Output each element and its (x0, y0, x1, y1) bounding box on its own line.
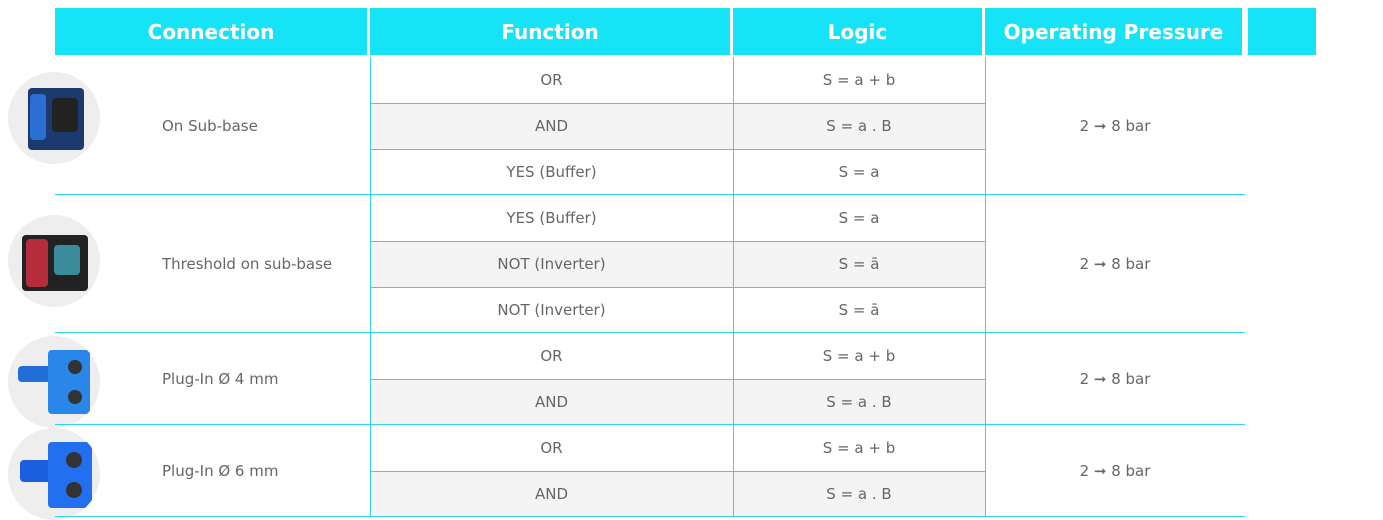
logic-cell: S = ā (733, 287, 985, 333)
function-cell: NOT (Inverter) (370, 241, 733, 287)
header-cell: Connection (55, 8, 367, 55)
column-divider (370, 57, 371, 195)
group-divider (55, 332, 1245, 333)
column-divider (370, 425, 371, 517)
header-cell: Logic (733, 8, 982, 55)
column-divider (370, 333, 371, 425)
logic-cell: S = a . B (733, 103, 985, 149)
row-divider (370, 241, 985, 242)
column-divider (370, 195, 371, 333)
product-icon (8, 215, 100, 307)
function-cell: YES (Buffer) (370, 195, 733, 241)
column-divider (733, 333, 734, 425)
logic-cell: S = a (733, 149, 985, 195)
function-cell: AND (370, 103, 733, 149)
product-icon (8, 428, 100, 520)
column-divider (985, 425, 986, 517)
product-icon (8, 336, 100, 428)
logic-cell: S = a (733, 195, 985, 241)
function-cell: OR (370, 425, 733, 471)
column-divider (733, 425, 734, 517)
row-divider (370, 379, 985, 380)
logic-cell: S = ā (733, 241, 985, 287)
function-cell: OR (370, 57, 733, 103)
pressure-cell: 2 ➞ 8 bar (1079, 370, 1151, 388)
column-divider (733, 195, 734, 333)
connection-cell: Plug-In Ø 6 mm (162, 462, 279, 480)
function-cell: AND (370, 471, 733, 517)
group-divider (55, 424, 1245, 425)
logic-cell: S = a . B (733, 379, 985, 425)
row-divider (370, 287, 985, 288)
function-cell: AND (370, 379, 733, 425)
function-cell: NOT (Inverter) (370, 287, 733, 333)
group-divider (55, 194, 1245, 195)
column-divider (985, 333, 986, 425)
column-divider (733, 57, 734, 195)
column-divider (985, 57, 986, 195)
column-divider (985, 195, 986, 333)
row-divider (370, 471, 985, 472)
logic-cell: S = a . B (733, 471, 985, 517)
product-icon (8, 72, 100, 164)
connection-cell: On Sub-base (162, 117, 258, 135)
header-cell: Operating Pressure (985, 8, 1242, 55)
header-cell: Function (370, 8, 730, 55)
header-cell-empty (1248, 8, 1316, 55)
logic-cell: S = a + b (733, 57, 985, 103)
function-cell: YES (Buffer) (370, 149, 733, 195)
connection-cell: Threshold on sub-base (162, 255, 333, 273)
group-divider (55, 516, 1245, 517)
pressure-cell: 2 ➞ 8 bar (1079, 255, 1151, 273)
row-divider (370, 149, 985, 150)
pressure-cell: 2 ➞ 8 bar (1079, 462, 1151, 480)
logic-cell: S = a + b (733, 333, 985, 379)
connection-cell: Plug-In Ø 4 mm (162, 370, 279, 388)
row-divider (370, 103, 985, 104)
logic-cell: S = a + b (733, 425, 985, 471)
pressure-cell: 2 ➞ 8 bar (1079, 117, 1151, 135)
function-cell: OR (370, 333, 733, 379)
